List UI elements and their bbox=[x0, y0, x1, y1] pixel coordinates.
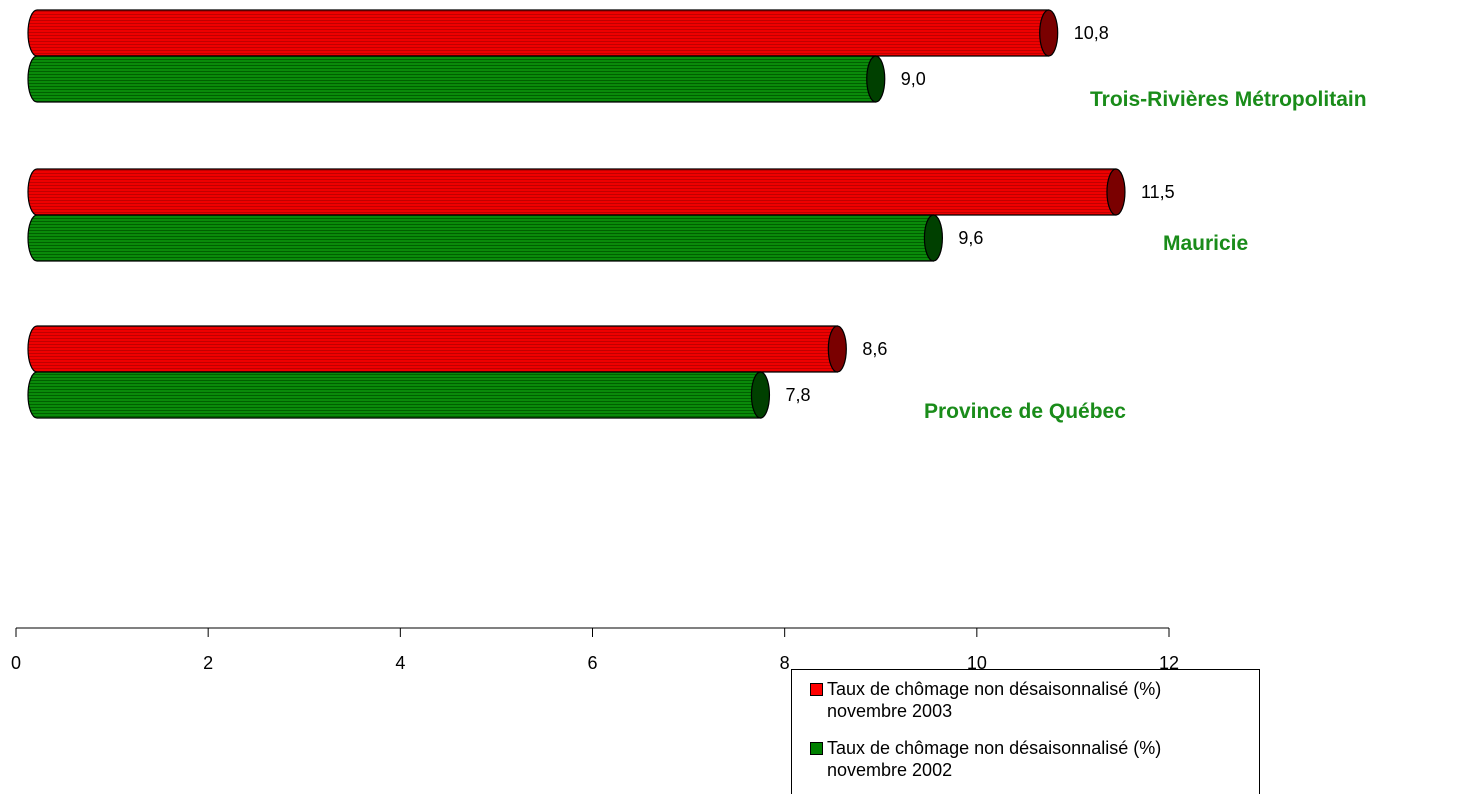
bar-mauricie-2002 bbox=[27, 214, 944, 262]
value-label-province-de-quebec-2002: 7,8 bbox=[785, 385, 810, 405]
bar-trois-rivieres-metropolitain-2003 bbox=[27, 9, 1059, 57]
legend-swatch-2002 bbox=[810, 742, 823, 755]
x-axis: 0 2 4 6 8 10 12 bbox=[11, 627, 1179, 673]
x-tick-label-0: 0 bbox=[11, 653, 21, 673]
bar-mauricie-2003 bbox=[27, 168, 1126, 216]
value-label-mauricie-2002: 9,6 bbox=[958, 228, 983, 248]
bar-trois-rivieres-metropolitain-2002 bbox=[27, 55, 886, 103]
x-tick-label-12: 12 bbox=[1159, 653, 1179, 673]
legend-item-2003: Taux de chômage non désaisonnalisé (%) n… bbox=[810, 678, 1257, 722]
category-label-mauricie: Mauricie bbox=[1163, 232, 1248, 255]
legend-swatch-2003 bbox=[810, 683, 823, 696]
value-label-province-de-quebec-2003: 8,6 bbox=[862, 339, 887, 359]
x-tick-label-8: 8 bbox=[780, 653, 790, 673]
value-label-trois-rivieres-metropolitain-2002: 9,0 bbox=[901, 69, 926, 89]
x-tick-label-10: 10 bbox=[967, 653, 987, 673]
x-tick-label-4: 4 bbox=[395, 653, 405, 673]
x-tick-label-2: 2 bbox=[203, 653, 213, 673]
value-label-mauricie-2003: 11,5 bbox=[1141, 182, 1175, 202]
bar-province-de-quebec-2002 bbox=[27, 371, 771, 419]
legend-label-2003: Taux de chômage non désaisonnalisé (%) n… bbox=[827, 679, 1162, 721]
x-tick-label-6: 6 bbox=[587, 653, 597, 673]
category-label-province-de-quebec: Province de Québec bbox=[924, 400, 1126, 423]
chart-legend: Taux de chômage non désaisonnalisé (%) n… bbox=[791, 669, 1260, 794]
value-label-trois-rivieres-metropolitain-2003: 10,8 bbox=[1074, 23, 1109, 43]
category-label-trois-rivieres-metropolitain: Trois-Rivières Métropolitain bbox=[1090, 88, 1367, 111]
legend-item-2002: Taux de chômage non désaisonnalisé (%) n… bbox=[810, 737, 1257, 781]
bar-province-de-quebec-2003 bbox=[27, 325, 847, 373]
legend-label-2002: Taux de chômage non désaisonnalisé (%) n… bbox=[827, 738, 1162, 780]
